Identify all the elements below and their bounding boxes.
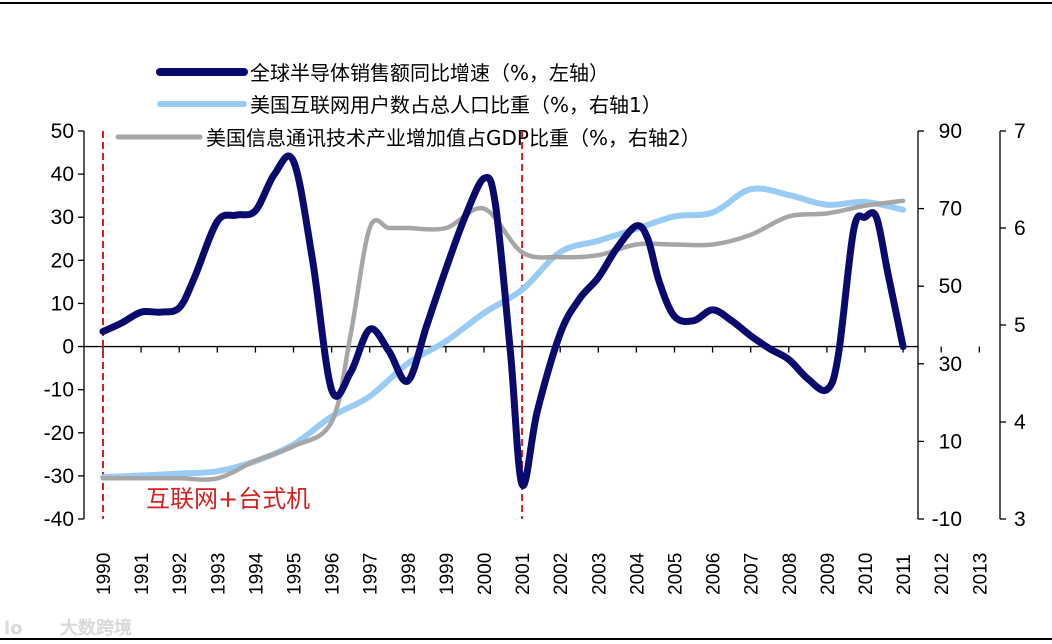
x-axis-tick-label: 2001 <box>513 553 534 595</box>
x-axis-tick-label: 1993 <box>208 553 229 595</box>
x-axis-tick-label: 2005 <box>666 553 687 595</box>
legend-label-internet-users: 美国互联网用户数占总人口比重（%，右轴1） <box>250 93 662 117</box>
right-axis-1-tick-label: 90 <box>939 120 962 143</box>
x-axis-tick-label: 2008 <box>780 553 801 595</box>
left-axis-tick-label: 40 <box>51 163 74 186</box>
x-axis-tick-label: 2004 <box>627 552 648 595</box>
left-axis-tick-label: -20 <box>44 422 74 445</box>
x-axis-tick-label: 2012 <box>932 553 953 595</box>
left-axis-tick-label: 20 <box>51 249 74 272</box>
annotation-markers <box>102 131 524 519</box>
watermark-logo: lo <box>4 618 23 639</box>
right-axis-1-tick-label: 30 <box>939 353 962 376</box>
x-axis-tick-label: 2003 <box>589 553 610 595</box>
right-axis-1-tick-label: -10 <box>932 508 962 531</box>
left-axis-tick-label: 30 <box>51 206 74 229</box>
right-axis-2-tick-label: 6 <box>1014 217 1026 240</box>
series-line-left <box>99 152 907 489</box>
x-axis-tick-label: 2011 <box>894 554 915 595</box>
right-axis-2-tick-label: 3 <box>1014 508 1026 531</box>
legend-label-ict-gdp: 美国信息通讯技术产业增加值占GDP比重（%，右轴2） <box>206 126 701 150</box>
right-axis-1-tick-label: 10 <box>939 430 962 453</box>
x-axis-tick-label: 2006 <box>704 553 725 595</box>
x-axis-tick-label: 1996 <box>323 553 344 595</box>
legend: 全球半导体销售额同比增速（%，左轴） 美国互联网用户数占总人口比重（%，右轴1）… <box>115 61 701 150</box>
x-axis-tick-label: 2000 <box>475 553 496 595</box>
right-axis-1-tick-label: 70 <box>939 198 962 221</box>
x-axis-tick-label: 2009 <box>818 553 839 595</box>
left-axis-tick-label: 50 <box>51 120 74 143</box>
series-line-right2 <box>100 198 906 482</box>
x-axis-tick-label: 1990 <box>94 553 115 595</box>
left-axis-tick-label: 0 <box>62 336 74 359</box>
left-axis-tick-label: -40 <box>44 508 74 531</box>
annotation-label: 互联网+台式机 <box>146 485 310 513</box>
x-axis-tick-label: 2002 <box>551 553 572 595</box>
series-layer <box>99 152 907 489</box>
x-axis-tick-label: 1999 <box>437 553 458 595</box>
right-axis-2-tick-label: 7 <box>1014 120 1026 143</box>
x-axis-tick-label: 1998 <box>399 553 420 595</box>
x-axis-tick-label: 1992 <box>170 553 191 595</box>
x-axis-tick-label: 1994 <box>246 552 267 595</box>
right-axis-1-tick-label: 50 <box>939 275 962 298</box>
legend-label-semiconductor: 全球半导体销售额同比增速（%，左轴） <box>250 61 609 85</box>
right-axis-2-tick-label: 5 <box>1014 314 1026 337</box>
left-axis-tick-label: -10 <box>44 379 74 402</box>
x-axis-tick-label: 1997 <box>361 553 382 595</box>
watermark-text: 大数跨境 <box>60 617 132 639</box>
x-axis-tick-label: 1995 <box>285 553 306 595</box>
x-axis-tick-label: 1991 <box>132 553 153 595</box>
left-axis-tick-label: 10 <box>51 292 74 315</box>
right-axis-2-tick-label: 4 <box>1014 411 1026 434</box>
x-axis-tick-label: 2010 <box>856 553 877 595</box>
x-axis-tick-label: 2013 <box>970 553 991 595</box>
left-axis-tick-label: -30 <box>44 465 74 488</box>
watermark: lo 大数跨境 <box>4 617 132 639</box>
x-axis-tick-label: 2007 <box>742 553 763 595</box>
